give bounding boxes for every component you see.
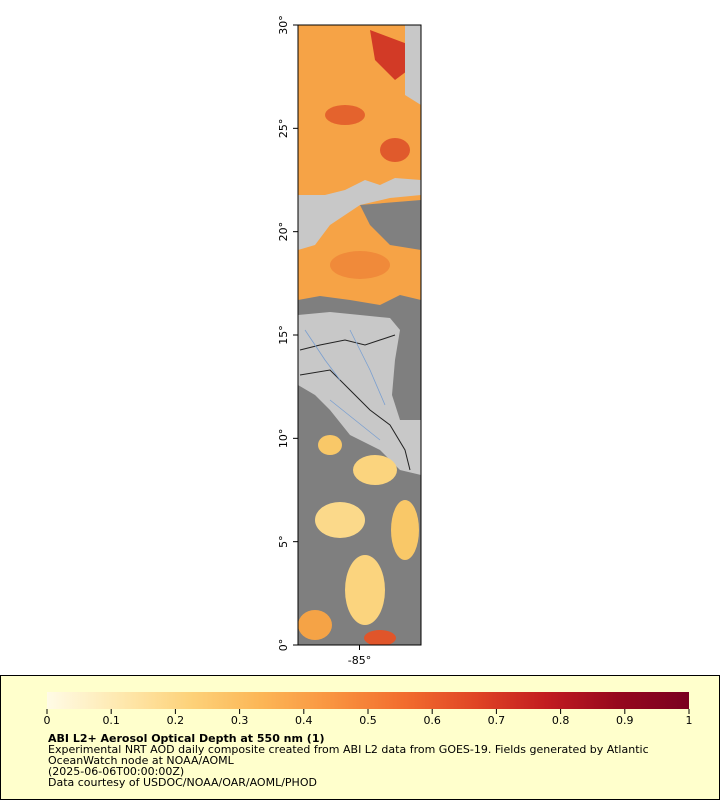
aerosol-low	[391, 500, 419, 560]
y-tick-label: 30°	[277, 15, 290, 35]
caption-line: OceanWatch node at NOAA/AOML	[48, 754, 235, 767]
aerosol-high	[325, 105, 365, 125]
colorbar-tick-label: 0.5	[359, 714, 377, 727]
legend-title: ABI L2+ Aerosol Optical Depth at 550 nm …	[48, 732, 325, 745]
caption-line: (2025-06-06T00:00:00Z)	[48, 765, 184, 778]
colorbar	[47, 692, 689, 709]
x-tick-label: -85°	[348, 654, 371, 667]
aerosol-low	[318, 435, 342, 455]
y-tick-label: 0°	[277, 639, 290, 652]
y-tick-label: 20°	[277, 222, 290, 242]
map-imagery	[298, 25, 421, 645]
y-tick-label: 10°	[277, 429, 290, 449]
land	[405, 25, 421, 105]
colorbar-tick-label: 0	[44, 714, 51, 727]
border	[299, 334, 396, 351]
aerosol-low	[345, 555, 385, 625]
colorbar-tick-label: 0.7	[488, 714, 506, 727]
river	[304, 329, 386, 441]
y-tick-label: 5°	[277, 535, 290, 548]
y-tick-label: 15°	[277, 325, 290, 345]
colorbar-tick-label: 0.4	[295, 714, 313, 727]
aerosol-high	[364, 630, 396, 645]
colorbar-tick-label: 0.3	[231, 714, 249, 727]
border	[299, 369, 411, 471]
caption-line: Experimental NRT AOD daily composite cre…	[48, 743, 649, 756]
aerosol-low	[353, 455, 397, 485]
aerosol-mid	[330, 251, 390, 279]
aerosol-low	[315, 502, 365, 538]
land	[298, 178, 421, 250]
sea	[360, 200, 421, 250]
colorbar-tick-label: 0.6	[423, 714, 441, 727]
aerosol-mid	[298, 610, 332, 640]
land	[298, 312, 421, 475]
aerosol-high	[380, 138, 410, 162]
colorbar-tick-label: 0.8	[552, 714, 570, 727]
aerosol-high	[370, 30, 415, 80]
colorbar-tick-label: 1	[686, 714, 693, 727]
colorbar-tick-label: 0.9	[616, 714, 634, 727]
y-tick-label: 25°	[277, 119, 290, 139]
caption-line: Data courtesy of USDOC/NOAA/OAR/AOML/PHO…	[48, 776, 317, 789]
colorbar-tick-label: 0.2	[167, 714, 185, 727]
colorbar-tick-label: 0.1	[102, 714, 120, 727]
